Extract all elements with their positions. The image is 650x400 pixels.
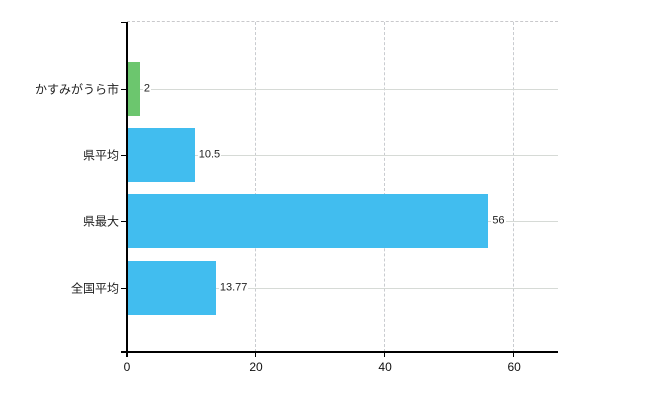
bar-value-label: 13.77 xyxy=(218,281,249,295)
x-tick-label: 40 xyxy=(378,360,392,374)
x-tick-label: 20 xyxy=(249,360,263,374)
bar xyxy=(127,128,195,182)
y-axis-tick xyxy=(121,288,127,289)
plot-top-border xyxy=(127,21,558,22)
y-axis-tick xyxy=(121,221,127,222)
bar-value-label: 56 xyxy=(491,214,506,228)
y-axis-label: 全国平均 xyxy=(70,281,119,296)
labels-layer: 0 20 40 60 2 かすみがうら市 10.5 県平均 56 県最大 13.77 全国平均 xyxy=(35,22,558,374)
y-axis-line xyxy=(126,22,128,357)
y-axis-label: 県最大 xyxy=(82,214,119,229)
bar xyxy=(127,261,216,315)
vertical-gridline xyxy=(384,22,386,352)
y-axis-tick xyxy=(121,89,127,90)
x-tick-label: 0 xyxy=(123,360,131,374)
x-tick-label: 60 xyxy=(507,360,521,374)
bar xyxy=(127,194,489,248)
x-axis-tick xyxy=(513,352,515,357)
bar-value-label: 10.5 xyxy=(197,148,222,162)
y-axis-tick xyxy=(121,155,127,156)
bars-layer xyxy=(127,22,558,352)
vertical-gridline xyxy=(513,22,515,352)
horizontal-gridline xyxy=(127,88,558,90)
x-axis-line xyxy=(121,351,558,353)
x-axis-tick xyxy=(255,352,257,357)
bar xyxy=(127,62,140,116)
y-axis-label: 県平均 xyxy=(82,148,119,163)
x-axis-tick xyxy=(384,352,386,357)
plot-area: 0 20 40 60 2 かすみがうら市 10.5 県平均 56 県最大 13.77 全国平均 xyxy=(35,21,558,374)
y-axis-top-tick xyxy=(121,22,127,23)
horizontal-gridline xyxy=(127,154,558,156)
horizontal-gridline xyxy=(127,287,558,289)
bar-value-label: 2 xyxy=(142,82,152,96)
y-axis-label: かすみがうら市 xyxy=(34,82,119,97)
x-axis-tick xyxy=(126,352,127,357)
vertical-gridline xyxy=(255,22,257,352)
